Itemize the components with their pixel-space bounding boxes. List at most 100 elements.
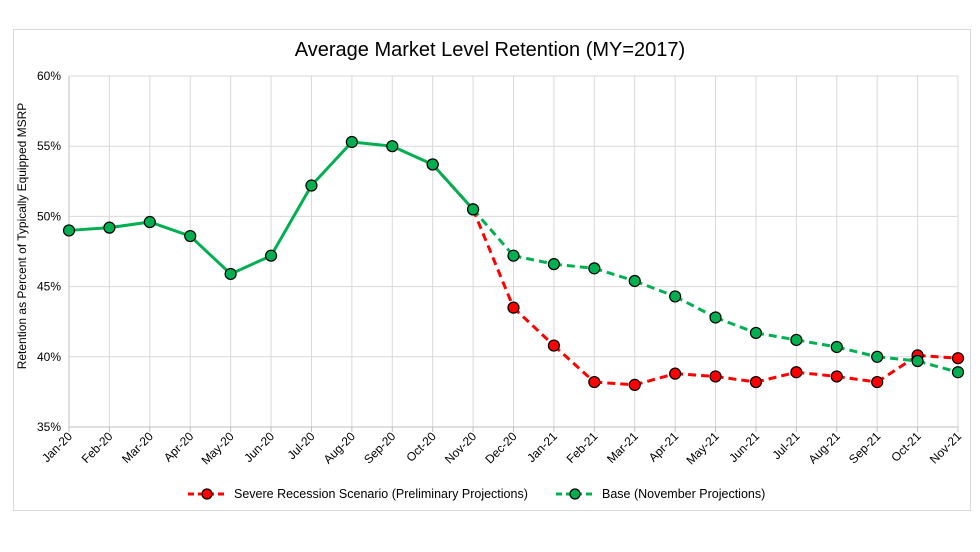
series-1-segment (230, 254, 272, 276)
series-1-segment (351, 140, 393, 148)
chart-frame (13, 29, 971, 511)
series-1-segment (471, 208, 515, 257)
series-1-segment (189, 234, 232, 276)
x-tick-label: Apr-20 (161, 429, 197, 465)
series-1-point (507, 249, 520, 262)
y-axis-ticks: 35% 40% 45% 50% 55% 60% (37, 69, 61, 434)
series-1-point (345, 135, 358, 149)
x-tick-label: Mar-20 (119, 429, 156, 466)
series-1-segment (109, 220, 151, 230)
x-tick-label: Jul-20 (285, 429, 318, 462)
series-1-point (103, 221, 116, 234)
series-0-point (951, 352, 965, 365)
series-1-segment (310, 140, 353, 187)
series-1-point (790, 333, 803, 347)
series-0-segment (634, 372, 676, 387)
series-1-point (911, 354, 924, 368)
series-0-point (871, 375, 884, 389)
series-1-segment (593, 266, 636, 283)
series-1-segment (634, 279, 676, 298)
series-0-segment (552, 344, 596, 384)
y-axis-label: Retention as Percent of Typically Equipp… (15, 103, 29, 370)
series-0-segment (512, 306, 555, 347)
series-0-point (628, 378, 641, 391)
series-1-segment (917, 359, 959, 374)
chart-title: Average Market Level Retention (MY=2017) (295, 39, 685, 61)
series-1-segment (149, 220, 191, 238)
gridlines (68, 75, 959, 432)
series-1-point (669, 290, 682, 303)
x-axis-ticks: Jan-20 Feb-20 Mar-20 Apr-20 May-20 Jun-20 Jul-… (39, 429, 964, 467)
series-0-segment (796, 370, 837, 378)
series-0-point (749, 375, 763, 389)
series-1-segment (796, 338, 838, 349)
series-0-segment (594, 380, 635, 387)
series-0-point (830, 370, 843, 383)
series-1-segment (513, 254, 555, 266)
series-1-segment (836, 345, 878, 359)
x-tick-label: Nov-21 (927, 429, 964, 466)
series-points (62, 135, 965, 391)
series-1-point (709, 311, 722, 324)
legend-label-1: Base (November Projections) (602, 487, 765, 501)
series-1-segment (269, 184, 313, 257)
x-tick-label: Aug-20 (321, 429, 358, 466)
series-1-point (466, 203, 480, 216)
x-tick-label: Feb-21 (564, 429, 601, 466)
series-0-segment (917, 353, 959, 360)
legend-label-0: Severe Recession Scenario (Preliminary P… (234, 487, 528, 501)
x-tick-label: Oct-21 (888, 429, 924, 465)
x-tick-label: Jul-21 (769, 429, 802, 462)
series-1-point (951, 366, 965, 379)
x-tick-label: Nov-20 (442, 429, 479, 466)
x-tick-label: Jun-20 (241, 429, 277, 465)
series-1-point (749, 326, 763, 340)
series-1-point (547, 258, 561, 271)
x-tick-label: Jan-21 (524, 429, 560, 465)
series-0-point (669, 367, 682, 380)
y-tick-label: 35% (37, 420, 61, 434)
x-tick-label: Apr-21 (646, 429, 682, 465)
x-tick-label: Mar-21 (604, 429, 641, 466)
series-0-point (790, 366, 803, 379)
series-1-point (143, 215, 156, 229)
x-tick-label: Jan-20 (39, 429, 75, 465)
series-1-segment (715, 316, 757, 335)
series-1-point (224, 267, 237, 281)
series-1-point (386, 140, 399, 153)
series-1-segment (553, 262, 595, 270)
legend: Severe Recession Scenario (Preliminary P… (188, 487, 765, 501)
x-tick-label: May-20 (199, 429, 237, 467)
legend-marker-1 (569, 488, 581, 500)
series-1-point (62, 224, 76, 237)
series-1-point (830, 340, 843, 354)
series-0-point (588, 375, 601, 389)
series-1-point (305, 179, 318, 192)
x-tick-label: Sep-21 (846, 429, 883, 466)
series-0-segment (755, 370, 797, 384)
series-0-segment (675, 372, 716, 378)
x-tick-label: Jun-21 (726, 429, 762, 465)
series-1-point (426, 158, 439, 171)
y-tick-label: 45% (37, 280, 61, 294)
x-tick-label: Aug-21 (806, 429, 843, 466)
y-tick-label: 60% (37, 69, 61, 83)
series-1-point (184, 229, 197, 243)
series-1-segment (755, 331, 797, 342)
y-tick-label: 55% (37, 139, 61, 153)
series-1-segment (391, 144, 434, 166)
series-0-point (547, 339, 561, 352)
series-1-point (264, 249, 278, 262)
x-tick-label: Oct-20 (403, 429, 439, 465)
series-1-segment (431, 163, 475, 211)
y-tick-label: 40% (37, 350, 61, 364)
series-0-segment (836, 374, 878, 384)
x-tick-label: Feb-20 (79, 429, 116, 466)
y-tick-label: 50% (37, 209, 61, 223)
x-tick-label: Sep-20 (361, 429, 398, 466)
x-tick-label: May-21 (683, 429, 721, 467)
series-0-point (709, 370, 722, 383)
series-lines (68, 140, 959, 387)
x-tick-label: Dec-20 (482, 429, 519, 466)
